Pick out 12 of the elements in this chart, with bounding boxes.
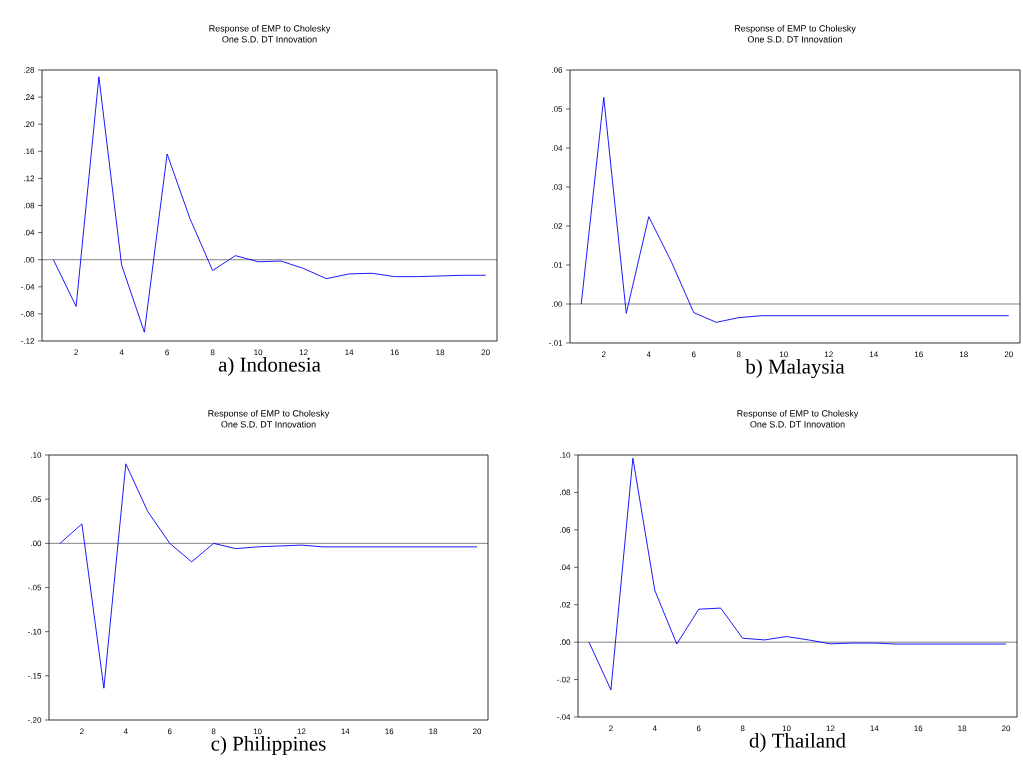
chart-title: Response of EMP to Cholesky bbox=[737, 409, 859, 419]
chart-subtitle: One S.D. DT Innovation bbox=[747, 35, 843, 43]
chart-title: Response of EMP to Cholesky bbox=[208, 409, 330, 419]
chart-title: Response of EMP to Cholesky bbox=[209, 24, 331, 34]
chart-subtitle: One S.D. DT Innovation bbox=[750, 420, 845, 428]
chart-title: Response of EMP to Cholesky bbox=[734, 24, 856, 34]
x-axis-title: c) Philippines bbox=[211, 736, 326, 755]
chart-subtitle: One S.D. DT Innovation bbox=[222, 35, 317, 43]
chart-subtitle: One S.D. DT Innovation bbox=[221, 420, 316, 428]
x-axis-title: d) Thailand bbox=[749, 733, 846, 752]
x-axis-title: b) Malaysia bbox=[745, 359, 845, 379]
x-axis-title: a) Indonesia bbox=[218, 357, 321, 376]
